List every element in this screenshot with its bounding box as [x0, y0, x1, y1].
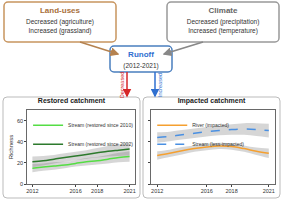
svg-text:2016: 2016 [201, 188, 213, 194]
svg-text:Stream (restored since 2010): Stream (restored since 2010) [68, 122, 133, 128]
svg-text:2021: 2021 [123, 188, 135, 194]
svg-text:Decreased (agriculture): Decreased (agriculture) [26, 18, 94, 26]
svg-text:0: 0 [20, 181, 23, 187]
svg-text:Decreased (precipitation): Decreased (precipitation) [187, 18, 260, 26]
svg-text:20: 20 [17, 160, 23, 166]
svg-text:River (impacted): River (impacted) [192, 122, 229, 128]
svg-text:Impacted catchment: Impacted catchment [178, 97, 246, 105]
svg-text:Richness: Richness [8, 135, 14, 160]
svg-text:Restored catchment: Restored catchment [38, 97, 106, 104]
svg-text:Stream (less-impacted): Stream (less-impacted) [192, 141, 244, 147]
svg-text:(2012-2021): (2012-2021) [123, 62, 158, 70]
svg-text:2016: 2016 [69, 188, 81, 194]
svg-text:2018: 2018 [91, 188, 103, 194]
svg-text:Runoff: Runoff [128, 50, 154, 59]
svg-text:2021: 2021 [263, 188, 275, 194]
svg-text:Climate: Climate [209, 6, 238, 15]
svg-text:2018: 2018 [225, 188, 237, 194]
svg-text:Land-uses: Land-uses [40, 6, 81, 15]
svg-text:2012: 2012 [26, 188, 38, 194]
svg-text:Increased: Increased [157, 73, 163, 97]
svg-text:60: 60 [17, 117, 23, 123]
svg-text:Stream (restored since 2002): Stream (restored since 2002) [68, 141, 133, 147]
svg-text:Increased (temperature): Increased (temperature) [188, 27, 258, 35]
svg-text:Increased (grassland): Increased (grassland) [29, 27, 92, 35]
svg-text:2012: 2012 [151, 188, 163, 194]
svg-text:Decreased: Decreased [119, 72, 125, 99]
svg-text:40: 40 [17, 139, 23, 145]
